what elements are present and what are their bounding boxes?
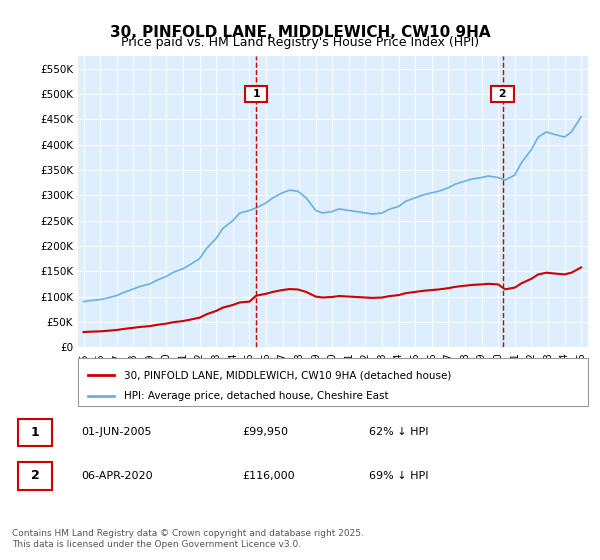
Text: Price paid vs. HM Land Registry's House Price Index (HPI): Price paid vs. HM Land Registry's House … <box>121 36 479 49</box>
Text: £116,000: £116,000 <box>242 471 295 481</box>
Text: Contains HM Land Registry data © Crown copyright and database right 2025.
This d: Contains HM Land Registry data © Crown c… <box>12 529 364 549</box>
Text: 1: 1 <box>248 89 264 99</box>
Text: 01-JUN-2005: 01-JUN-2005 <box>81 427 152 437</box>
FancyBboxPatch shape <box>78 358 588 406</box>
Text: 1: 1 <box>31 426 40 439</box>
Text: £99,950: £99,950 <box>242 427 289 437</box>
Text: 69% ↓ HPI: 69% ↓ HPI <box>369 471 428 481</box>
Text: 2: 2 <box>495 89 510 99</box>
FancyBboxPatch shape <box>18 462 52 489</box>
Text: HPI: Average price, detached house, Cheshire East: HPI: Average price, detached house, Ches… <box>124 391 389 402</box>
Text: 30, PINFOLD LANE, MIDDLEWICH, CW10 9HA (detached house): 30, PINFOLD LANE, MIDDLEWICH, CW10 9HA (… <box>124 370 451 380</box>
Text: 30, PINFOLD LANE, MIDDLEWICH, CW10 9HA: 30, PINFOLD LANE, MIDDLEWICH, CW10 9HA <box>110 25 490 40</box>
Text: 06-APR-2020: 06-APR-2020 <box>81 471 153 481</box>
FancyBboxPatch shape <box>18 418 52 446</box>
Text: 2: 2 <box>31 469 40 482</box>
Text: 62% ↓ HPI: 62% ↓ HPI <box>369 427 428 437</box>
